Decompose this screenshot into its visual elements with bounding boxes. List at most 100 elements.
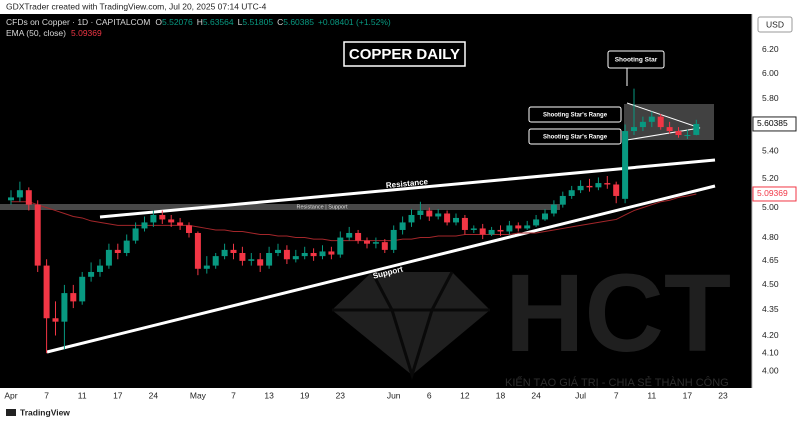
resistance-label: Resistance <box>386 177 429 190</box>
candle-body <box>533 219 540 226</box>
candle-body <box>488 229 495 235</box>
x-tick-label: 23 <box>718 390 728 400</box>
candle-body <box>150 214 157 223</box>
candle-body <box>381 242 388 250</box>
y-tick-label: 4.00 <box>762 366 779 376</box>
ema-value: 5.09369 <box>71 28 102 38</box>
y-tick-label: 5.80 <box>762 93 779 103</box>
candle-body <box>283 249 290 260</box>
logo-icon <box>6 409 16 416</box>
ema-label: 5.09369 <box>757 188 788 198</box>
x-tick-label: 6 <box>427 390 432 400</box>
y-tick-label: 4.35 <box>762 304 779 314</box>
support-line <box>46 184 716 354</box>
change: +0.08401 (+1.52%) <box>318 17 391 27</box>
x-tick-label: 17 <box>113 390 123 400</box>
currency-box[interactable] <box>757 16 793 33</box>
range-box <box>624 104 714 140</box>
candle-body <box>631 127 637 132</box>
ohlc-value: 5.51805 <box>242 17 273 27</box>
ema-legend: EMA (50, close) 5.09369 <box>6 28 102 38</box>
range-label: Shooting Star's Range <box>543 135 608 141</box>
shooting-star-label: Shooting Star <box>615 57 658 64</box>
candle-body <box>239 252 246 261</box>
annotation-box <box>528 128 622 145</box>
candle-body <box>114 249 121 253</box>
candle-body <box>168 219 175 223</box>
footer-brand: TradingView <box>20 407 70 417</box>
title-box <box>343 41 466 67</box>
candle-body <box>417 210 424 215</box>
candle-body <box>141 222 148 229</box>
x-tick-label: 24 <box>149 390 159 400</box>
candle-body <box>639 121 646 128</box>
candle-body <box>693 123 700 135</box>
x-tick-label: 11 <box>647 390 656 400</box>
candle-body <box>568 190 575 196</box>
candle-body <box>435 213 442 217</box>
y-tick-label: 5.20 <box>762 173 779 183</box>
candle-body <box>132 228 139 241</box>
y-tick-label: 6.20 <box>762 44 779 54</box>
candle-body <box>506 225 513 232</box>
candle-body <box>16 190 23 198</box>
candle-body <box>497 229 504 232</box>
x-tick-label: 12 <box>460 390 470 400</box>
ohlc-value: 5.60385 <box>283 17 314 27</box>
candle-body <box>337 237 344 255</box>
range-triangle <box>626 102 701 141</box>
candle-body <box>426 210 433 217</box>
chart-title: COPPER DAILY <box>349 46 460 63</box>
price-label-box <box>752 116 797 132</box>
y-tick-label: 5.00 <box>762 202 779 212</box>
candle-body <box>328 251 335 255</box>
candle-body <box>88 271 95 277</box>
candle-body <box>390 229 397 250</box>
y-tick-label: 4.10 <box>762 347 779 357</box>
candle-body <box>52 318 59 322</box>
candle-body <box>604 183 611 185</box>
ohlc-value: 5.52076 <box>162 17 193 27</box>
x-tick-label: 18 <box>496 390 506 400</box>
candle-body <box>524 225 531 229</box>
candle-body <box>105 249 112 266</box>
ema-name: EMA (50, close) <box>6 28 66 38</box>
annotation-box <box>607 50 665 69</box>
x-tick-label: May <box>190 390 207 400</box>
watermark-logo: HCT <box>505 252 731 375</box>
candle-body <box>622 131 629 199</box>
candle-body <box>159 214 166 220</box>
candle-body <box>248 259 255 261</box>
flip-label: Resistance | Support <box>297 204 348 210</box>
candle-body <box>364 240 370 244</box>
candle-body <box>444 213 451 223</box>
x-tick-label: 13 <box>264 390 274 400</box>
candle-body <box>684 135 691 137</box>
x-tick-label: 7 <box>231 390 236 400</box>
candle-body <box>372 242 379 244</box>
flip-zone <box>0 204 560 210</box>
footer-logo <box>6 409 16 416</box>
marks <box>8 88 700 354</box>
candle-body <box>34 204 41 266</box>
candle-body <box>453 217 459 223</box>
candle-body <box>79 276 86 302</box>
candle-body <box>70 293 77 302</box>
x-tick-label: 19 <box>300 390 310 400</box>
currency[interactable]: USD <box>766 19 784 29</box>
ohlc-prefix: H <box>197 17 203 27</box>
candle-body <box>479 228 486 235</box>
logo-diamond <box>332 272 490 375</box>
annotation-box <box>528 106 622 123</box>
ohlc-prefix: L <box>238 17 243 27</box>
x-tick-label: 11 <box>78 390 87 400</box>
price-label: 5.60385 <box>757 118 788 128</box>
x-tick-label: Jun <box>387 390 401 400</box>
axis: 6.20 6.00 5.80 5.40 5.20 5.00 4.80 4.65 4.50 4.35… <box>4 44 797 400</box>
candle-body <box>123 240 130 253</box>
candle-body <box>675 131 682 136</box>
candle-body <box>657 116 664 128</box>
candle-body <box>257 259 264 266</box>
candle-body <box>595 183 602 188</box>
